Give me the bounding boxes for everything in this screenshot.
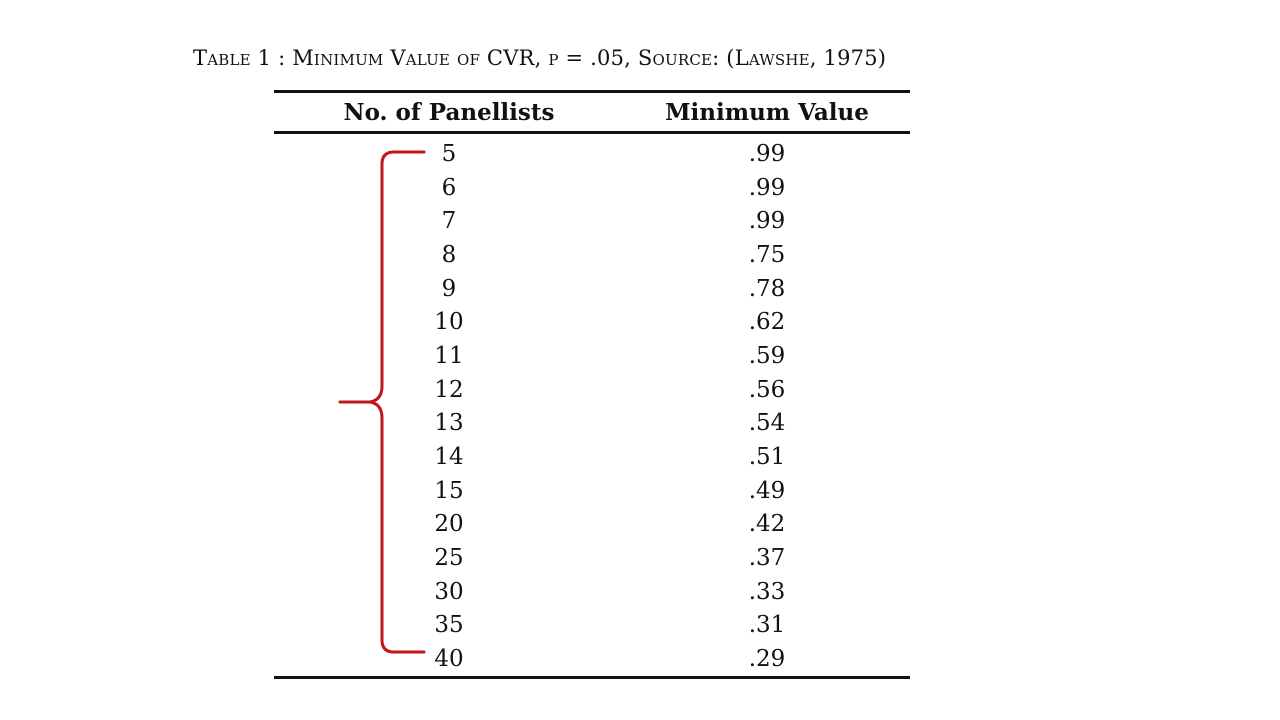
cell-minimum-value: .56 (748, 376, 786, 403)
header-rule (274, 131, 910, 134)
cell-minimum-value: .37 (748, 545, 786, 572)
cell-minimum-value: .99 (748, 174, 786, 201)
table-row: 20.42 (274, 508, 910, 542)
header-minimum-value: Minimum Value (665, 98, 869, 126)
cell-minimum-value: .75 (748, 241, 786, 268)
table-row: 5.99 (274, 137, 910, 171)
cell-panellists: 5 (441, 140, 457, 167)
cell-panellists: 11 (434, 342, 464, 369)
cvr-table: No. of Panellists Minimum Value 5.99 6.99… (274, 90, 910, 679)
table-row: 8.75 (274, 238, 910, 272)
table-row: 40.29 (274, 642, 910, 676)
cell-panellists: 40 (434, 646, 464, 673)
top-rule (274, 90, 910, 93)
bottom-rule (274, 676, 910, 679)
cell-panellists: 14 (434, 444, 464, 471)
cell-panellists: 35 (434, 612, 464, 639)
cell-panellists: 10 (434, 309, 464, 336)
table-row: 25.37 (274, 541, 910, 575)
table-caption: Table 1 : Minimum Value of CVR, p = .05,… (193, 46, 887, 70)
cell-minimum-value: .51 (748, 444, 786, 471)
cell-panellists: 8 (441, 241, 457, 268)
cell-panellists: 30 (434, 578, 464, 605)
cell-panellists: 13 (434, 410, 464, 437)
cell-minimum-value: .78 (748, 275, 786, 302)
cell-panellists: 15 (434, 477, 464, 504)
cell-minimum-value: .49 (748, 477, 786, 504)
header-panellists: No. of Panellists (343, 98, 555, 126)
table-row: 7.99 (274, 204, 910, 238)
cell-minimum-value: .99 (748, 208, 786, 235)
table-row: 12.56 (274, 373, 910, 407)
cell-minimum-value: .42 (748, 511, 786, 538)
cell-minimum-value: .33 (748, 578, 786, 605)
cell-minimum-value: .59 (748, 342, 786, 369)
cell-minimum-value: .62 (748, 309, 786, 336)
table-row: 15.49 (274, 474, 910, 508)
cell-panellists: 25 (434, 545, 464, 572)
cell-panellists: 12 (434, 376, 464, 403)
table-row: 9.78 (274, 272, 910, 306)
table-row: 13.54 (274, 407, 910, 441)
cell-panellists: 6 (441, 174, 457, 201)
cell-panellists: 9 (441, 275, 457, 302)
table-row: 11.59 (274, 339, 910, 373)
table-row: 6.99 (274, 171, 910, 205)
table-body: 5.99 6.99 7.99 8.75 9.78 10.62 11.59 12.56 13.54… (274, 134, 910, 676)
cell-minimum-value: .99 (748, 140, 786, 167)
cell-panellists: 7 (441, 208, 457, 235)
table-row: 30.33 (274, 575, 910, 609)
cell-minimum-value: .29 (748, 646, 786, 673)
cell-minimum-value: .31 (748, 612, 786, 639)
table-header-row: No. of Panellists Minimum Value (274, 93, 910, 131)
table-row: 14.51 (274, 440, 910, 474)
table-row: 10.62 (274, 305, 910, 339)
curly-brace-icon (338, 150, 426, 654)
table-row: 35.31 (274, 609, 910, 643)
cell-panellists: 20 (434, 511, 464, 538)
cell-minimum-value: .54 (748, 410, 786, 437)
